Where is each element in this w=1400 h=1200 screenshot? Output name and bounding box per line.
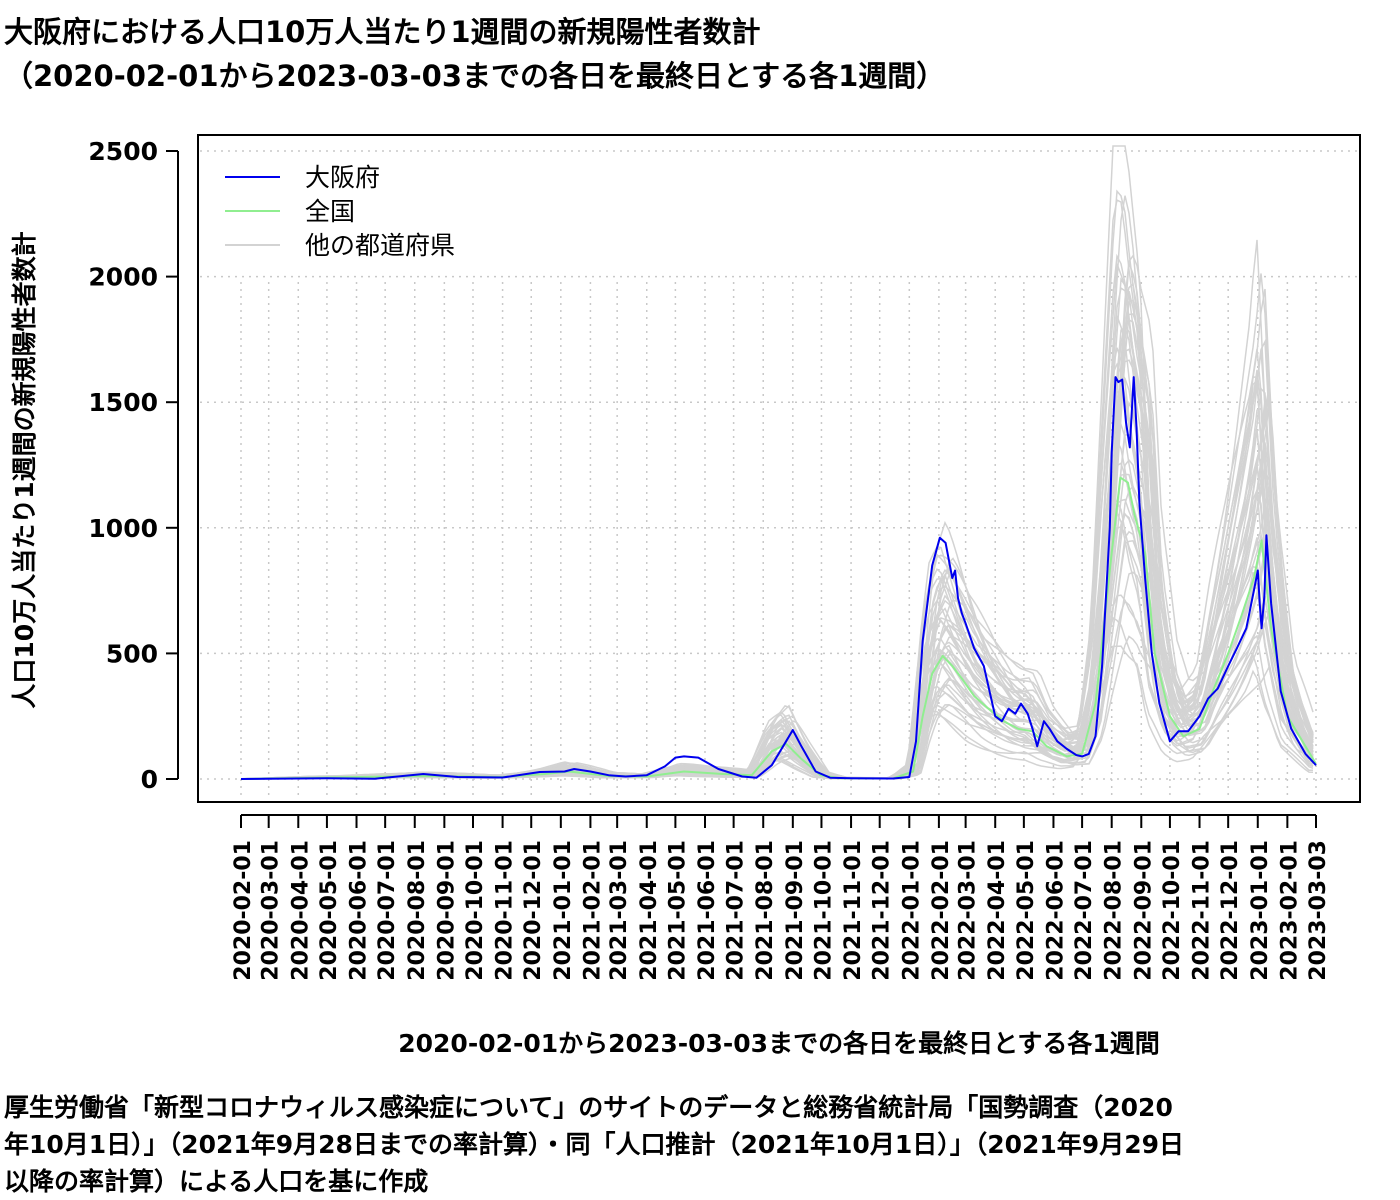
- x-tick-label: 2020-08-01: [405, 840, 430, 981]
- national-series-line: [240, 476, 1317, 780]
- x-tick-label: 2021-01-01: [551, 840, 576, 981]
- x-tick-label: 2020-05-01: [317, 840, 342, 981]
- x-tick-label: 2022-10-01: [1160, 840, 1185, 981]
- x-axis-label: 2020-02-01から2023-03-03までの各日を最終日とする各1週間: [398, 1029, 1159, 1058]
- x-tick-label: 2021-10-01: [811, 840, 836, 981]
- series-lines: [240, 376, 1317, 780]
- x-tick-label: 2022-02-01: [929, 840, 954, 981]
- x-axis: 2020-02-01 2020-03-01 2020-04-01 2020-05-01…: [231, 814, 1331, 981]
- y-axis-label: 人口10万人当たり1週間の新規陽性者数計: [10, 231, 39, 708]
- y-tick-label: 2500: [88, 137, 158, 166]
- y-tick-label: 500: [106, 639, 158, 668]
- chart-area: 0 500 1000 1500 2000 2500 2020-02-01 2020-03-0…: [10, 134, 1361, 1058]
- x-tick-label: 2022-08-01: [1102, 840, 1127, 981]
- x-tick-label: 2021-06-01: [695, 840, 720, 981]
- x-tick-label: 2020-10-01: [463, 840, 488, 981]
- x-tick-label: 2021-12-01: [870, 840, 895, 981]
- x-tick-label: 2020-11-01: [493, 840, 518, 981]
- osaka-series-line: [240, 376, 1317, 780]
- chart-title-line2: （2020-02-01から2023-03-03までの各日を最終日とする各1週間）: [4, 59, 946, 93]
- x-tick-label: 2022-06-01: [1043, 840, 1068, 981]
- x-tick-label: 2021-07-01: [724, 840, 749, 981]
- legend-label-osaka: 大阪府: [305, 163, 380, 192]
- x-tick-label: 2020-09-01: [434, 840, 459, 981]
- x-tick-label: 2020-06-01: [347, 840, 372, 981]
- y-tick-label: 2000: [88, 263, 158, 292]
- other-prefecture-line: [241, 571, 1314, 780]
- source-note-line3: 以降の率計算）による人口を基に作成: [4, 1167, 429, 1196]
- x-tick-label: 2022-09-01: [1131, 840, 1156, 981]
- x-tick-label: 2021-11-01: [841, 840, 866, 981]
- other-prefecture-line: [241, 254, 1314, 780]
- x-tick-label: 2021-04-01: [637, 840, 662, 981]
- x-tick-label: 2022-05-01: [1014, 840, 1039, 981]
- x-tick-label: 2022-01-01: [899, 840, 924, 981]
- legend-label-national: 全国: [305, 197, 355, 226]
- x-tick-label: 2021-09-01: [783, 840, 808, 981]
- plot-frame: [197, 134, 1361, 803]
- chart-title-line1: 大阪府における人口10万人当たり1週間の新規陽性者数計: [4, 15, 761, 49]
- x-tick-label: 2022-11-01: [1190, 840, 1215, 981]
- legend-label-others: 他の都道府県: [305, 231, 455, 260]
- x-tick-label: 2022-07-01: [1072, 840, 1097, 981]
- x-tick-label: 2023-03-03: [1306, 840, 1331, 981]
- x-tick-label: 2022-12-01: [1218, 840, 1243, 981]
- x-tick-label: 2023-01-01: [1248, 840, 1273, 981]
- x-tick-label: 2020-07-01: [375, 840, 400, 981]
- y-tick-label: 1000: [88, 514, 158, 543]
- x-tick-label: 2021-08-01: [753, 840, 778, 981]
- x-tick-label: 2020-04-01: [288, 840, 313, 981]
- y-axis: 0 500 1000 1500 2000 2500: [88, 137, 179, 794]
- x-tick-label: 2021-02-01: [580, 840, 605, 981]
- x-tick-label: 2020-12-01: [521, 840, 546, 981]
- x-tick-label: 2022-04-01: [985, 840, 1010, 981]
- x-tick-label: 2020-03-01: [259, 840, 284, 981]
- y-tick-label: 1500: [88, 388, 158, 417]
- source-note-line1: 厚生労働省「新型コロナウィルス感染症について」のサイトのデータと総務省統計局「国…: [4, 1093, 1173, 1122]
- x-tick-label: 2023-02-01: [1277, 840, 1302, 981]
- x-tick-label: 2022-03-01: [956, 840, 981, 981]
- legend: 大阪府 全国 他の都道府県: [225, 163, 455, 260]
- y-tick-label: 0: [141, 765, 158, 794]
- x-tick-label: 2021-05-01: [665, 840, 690, 981]
- x-tick-label: 2020-02-01: [231, 840, 256, 981]
- x-tick-label: 2021-03-01: [607, 840, 632, 981]
- source-note-line2: 年10月1日）」（2021年9月28日までの率計算）・同「人口推計（2021年1…: [4, 1130, 1184, 1159]
